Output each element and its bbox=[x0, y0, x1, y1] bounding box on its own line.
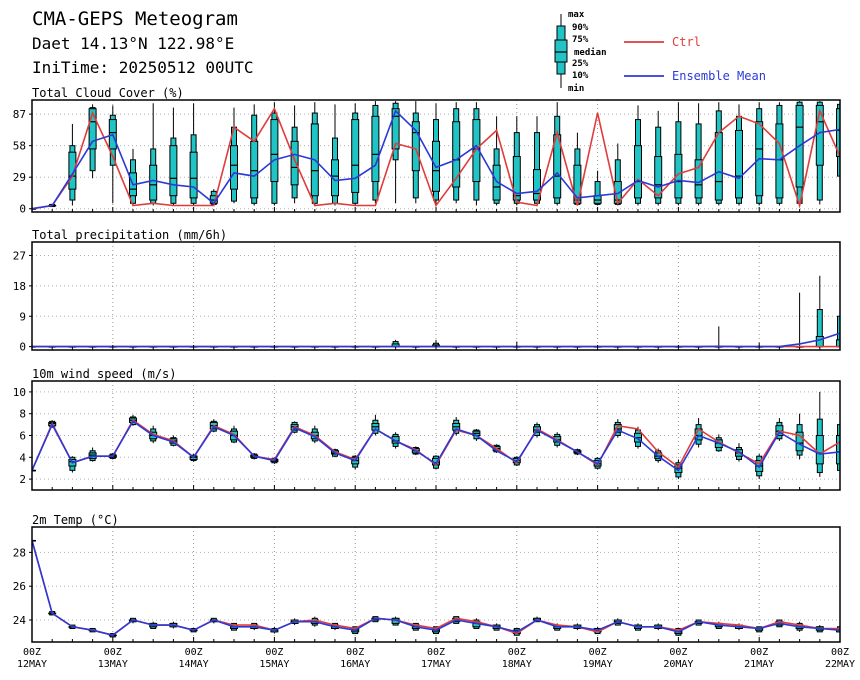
legend-box-label: max bbox=[568, 10, 585, 20]
x-tick-date: 12MAY bbox=[17, 659, 47, 670]
y-tick-label: 26 bbox=[13, 580, 26, 593]
y-tick-label: 4 bbox=[19, 451, 26, 464]
x-tick-date: 13MAY bbox=[98, 659, 128, 670]
box-25-75 bbox=[533, 169, 541, 201]
panel-title: Total precipitation (mm/6h) bbox=[32, 228, 227, 242]
x-tick-hour: 00Z bbox=[508, 647, 526, 658]
y-tick-label: 9 bbox=[19, 310, 26, 323]
x-tick-date: 18MAY bbox=[502, 659, 532, 670]
x-tick-hour: 00Z bbox=[23, 647, 41, 658]
box-25-75 bbox=[189, 151, 198, 199]
x-tick-hour: 00Z bbox=[185, 647, 203, 658]
box-25-75 bbox=[149, 164, 158, 201]
panel-2: Total precipitation (mm/6h) 0 9 18 27 bbox=[13, 228, 841, 354]
box-25-75 bbox=[391, 436, 400, 444]
box-25-75 bbox=[714, 132, 723, 201]
ctrl-line bbox=[32, 106, 840, 210]
box-25-75 bbox=[815, 435, 824, 465]
legend-box-label: min bbox=[568, 83, 584, 94]
box-25-75 bbox=[836, 339, 840, 348]
x-tick-date: 16MAY bbox=[340, 659, 370, 670]
box-25-75 bbox=[452, 121, 461, 188]
y-tick-label: 10 bbox=[13, 386, 26, 399]
panel-1: Total Cloud Cover (%) 0 29 58 87 bbox=[13, 86, 841, 216]
box-25-75 bbox=[351, 119, 360, 193]
box-25-75 bbox=[411, 121, 420, 172]
location-label: Daet 14.13°N 122.98°E bbox=[32, 34, 235, 53]
x-tick-date: 21MAY bbox=[744, 659, 774, 670]
box-25-75 bbox=[230, 145, 238, 190]
legend-box-label: 25% bbox=[572, 59, 589, 69]
legend-ctrl-label: Ctrl bbox=[672, 35, 701, 49]
x-tick-hour: 00Z bbox=[427, 647, 445, 658]
x-tick-date: 22MAY bbox=[825, 659, 855, 670]
page-title: CMA-GEPS Meteogram bbox=[32, 8, 238, 30]
plot-area bbox=[32, 391, 840, 480]
legend-box-label: 90% bbox=[572, 23, 589, 33]
y-tick-label: 18 bbox=[13, 280, 26, 293]
ctrl-line bbox=[32, 419, 840, 471]
x-tick-date: 19MAY bbox=[583, 659, 613, 670]
box-25-75 bbox=[169, 145, 178, 197]
box-10-90 bbox=[594, 181, 601, 205]
x-tick-date: 15MAY bbox=[259, 659, 289, 670]
legend-box-label: 10% bbox=[572, 71, 589, 81]
y-tick-label: 58 bbox=[13, 140, 26, 153]
panel-title: Total Cloud Cover (%) bbox=[32, 86, 184, 100]
box-25-75 bbox=[735, 129, 743, 199]
y-tick-label: 0 bbox=[19, 203, 26, 216]
ensemble-mean-line bbox=[32, 420, 840, 472]
box-25-75 bbox=[290, 140, 299, 186]
box-25-75 bbox=[815, 336, 824, 348]
legend-box-label: 75% bbox=[572, 35, 589, 45]
ensemble-mean-line bbox=[32, 540, 840, 637]
panel-title: 10m wind speed (m/s) bbox=[32, 367, 177, 381]
ensemble-mean-line bbox=[32, 109, 840, 210]
legend-box-25-75 bbox=[554, 39, 568, 63]
x-tick-hour: 00Z bbox=[750, 647, 768, 658]
y-tick-label: 8 bbox=[19, 408, 26, 421]
legend-box-label: median bbox=[574, 47, 607, 58]
panel-3: 10m wind speed (m/s) 2 4 6 8 10 bbox=[13, 367, 841, 491]
y-tick-label: 28 bbox=[13, 546, 26, 559]
y-tick-label: 6 bbox=[19, 430, 26, 443]
box-25-75 bbox=[654, 156, 663, 199]
x-tick-hour: 00Z bbox=[265, 647, 283, 658]
x-tick-hour: 00Z bbox=[669, 647, 687, 658]
box-25-75 bbox=[694, 159, 703, 199]
y-tick-label: 87 bbox=[13, 108, 26, 121]
x-tick-date: 14MAY bbox=[179, 659, 209, 670]
box-25-75 bbox=[371, 115, 380, 183]
box-25-75 bbox=[492, 164, 501, 201]
x-tick-date: 17MAY bbox=[421, 659, 451, 670]
panel-title: 2m Temp (°C) bbox=[32, 513, 119, 527]
box-10-90 bbox=[837, 315, 840, 348]
box-25-75 bbox=[836, 108, 840, 158]
y-tick-label: 27 bbox=[13, 250, 26, 263]
box-25-75 bbox=[836, 435, 840, 465]
x-tick-hour: 00Z bbox=[346, 647, 364, 658]
x-tick-hour: 00Z bbox=[831, 647, 849, 658]
box-25-75 bbox=[674, 153, 683, 199]
box-25-75 bbox=[68, 151, 77, 190]
legend-mean-label: Ensemble Mean bbox=[672, 69, 766, 83]
y-tick-label: 0 bbox=[19, 341, 26, 354]
box-25-75 bbox=[391, 108, 400, 150]
box-25-75 bbox=[88, 108, 97, 150]
x-tick-hour: 00Z bbox=[589, 647, 607, 658]
x-tick-hour: 00Z bbox=[104, 647, 122, 658]
panel-4: 2m Temp (°C) 24 26 28 bbox=[13, 513, 841, 643]
box-25-75 bbox=[775, 123, 784, 199]
y-tick-label: 2 bbox=[19, 473, 26, 486]
x-tick-date: 20MAY bbox=[663, 659, 693, 670]
box-25-75 bbox=[250, 140, 259, 199]
plot-area bbox=[32, 539, 840, 638]
init-time-label: IniTime: 20250512 00UTC bbox=[32, 58, 254, 77]
box-25-75 bbox=[270, 119, 279, 183]
box-25-75 bbox=[634, 145, 642, 199]
y-tick-label: 24 bbox=[13, 614, 27, 627]
y-tick-label: 29 bbox=[13, 171, 26, 184]
plot-area bbox=[32, 101, 840, 210]
